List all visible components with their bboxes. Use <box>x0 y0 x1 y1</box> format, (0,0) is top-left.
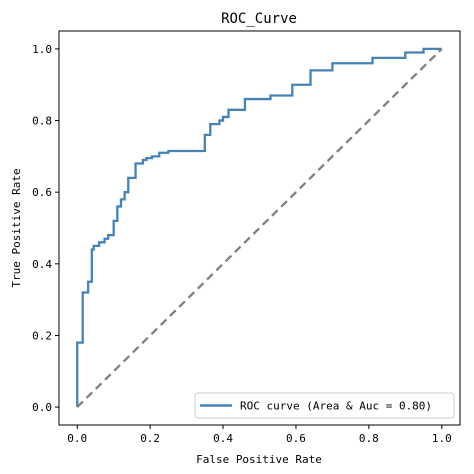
x-axis-ticks: 0.0 0.2 0.4 0.6 0.8 1.0 <box>67 425 452 445</box>
y-tick-label: 1.0 <box>32 43 52 56</box>
roc-curve-line <box>76 47 442 408</box>
series-layer <box>76 47 443 408</box>
chance-diagonal-line <box>76 48 443 408</box>
x-tick-label: 1.0 <box>432 432 452 445</box>
plot-frame <box>58 30 461 426</box>
x-tick-label: 0.6 <box>286 432 306 445</box>
legend-box <box>194 392 455 419</box>
x-axis-label: False Positive Rate <box>196 453 322 466</box>
y-tick-label: 0.0 <box>32 401 52 414</box>
x-tick-label: 0.8 <box>359 432 379 445</box>
y-tick-label: 0.8 <box>32 115 52 128</box>
x-tick-label: 0.4 <box>213 432 233 445</box>
y-axis-ticks: 0.0 0.2 0.4 0.6 0.8 1.0 <box>32 43 59 414</box>
y-tick-label: 0.6 <box>32 186 52 199</box>
legend: ROC curve (Area & Auc = 0.80) <box>194 392 455 419</box>
y-tick-label: 0.4 <box>32 258 52 271</box>
chart-title: ROC_Curve <box>221 11 297 27</box>
y-tick-label: 0.2 <box>32 329 52 342</box>
legend-entry-roc-curve: ROC curve (Area & Auc = 0.80) <box>240 400 432 413</box>
x-tick-label: 0.2 <box>140 432 160 445</box>
x-tick-label: 0.0 <box>67 432 87 445</box>
y-axis-label: True Positive Rate <box>10 168 23 287</box>
